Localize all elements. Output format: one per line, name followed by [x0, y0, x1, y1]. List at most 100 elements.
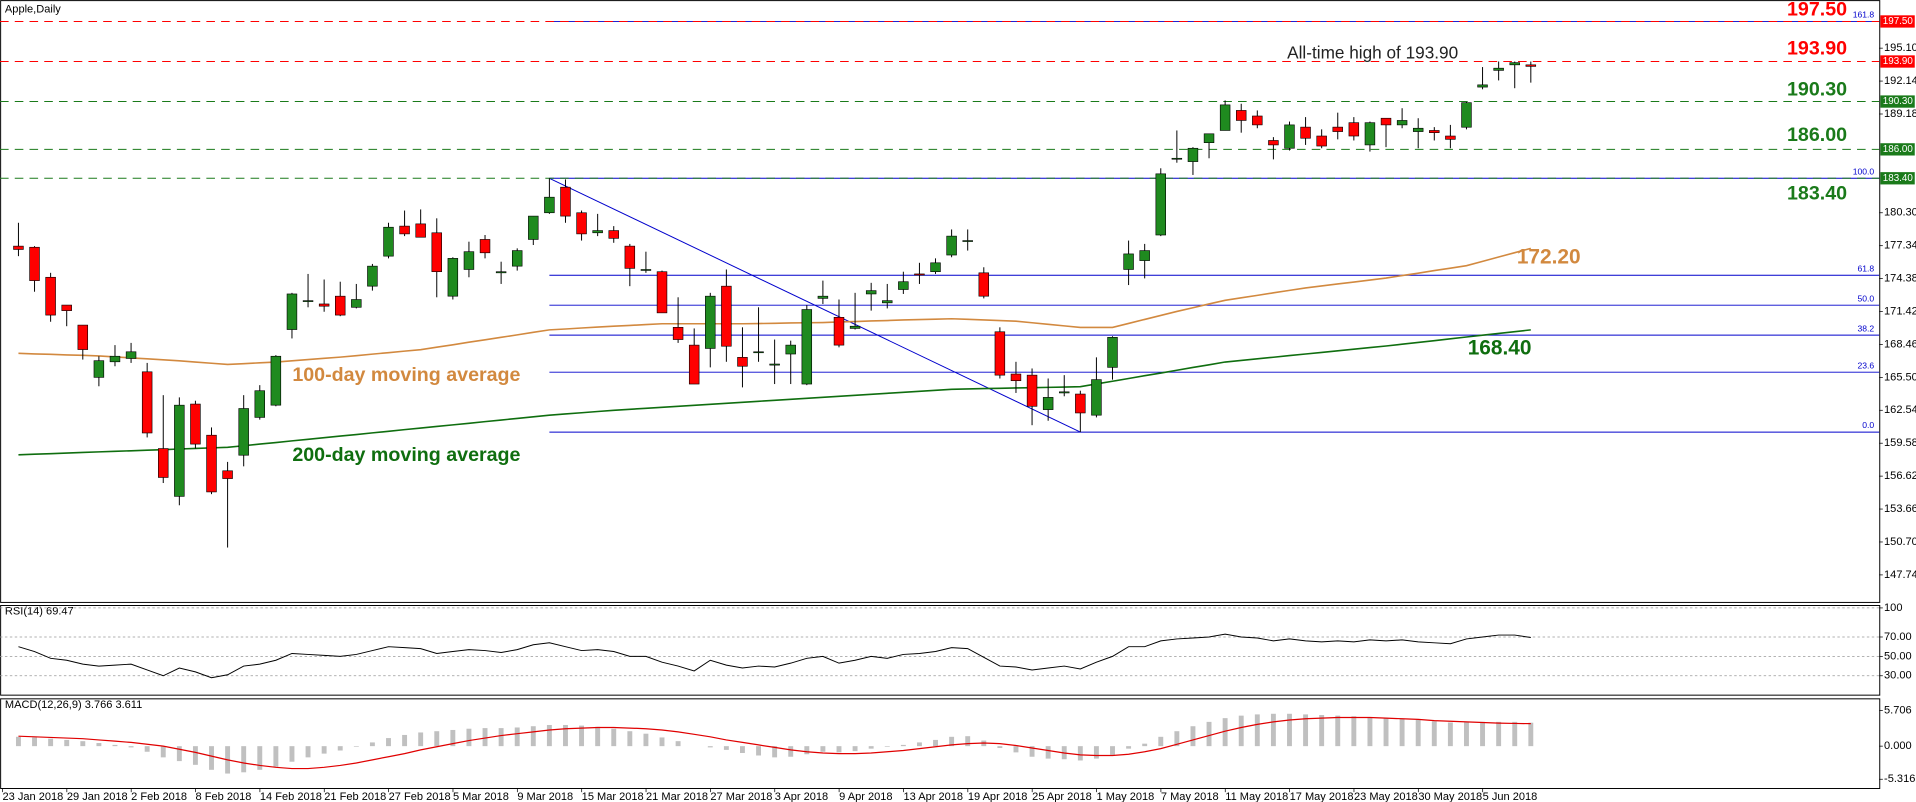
macd-bar: [241, 746, 247, 773]
candle-body: [849, 325, 861, 329]
macd-bar: [1447, 722, 1453, 747]
candle-body: [431, 232, 442, 273]
x-tick-label: 9 Mar 2018: [517, 791, 573, 802]
macd-bar: [1270, 713, 1276, 747]
x-tick-label: 30 May 2018: [1418, 791, 1482, 802]
macd-bar: [1399, 718, 1405, 747]
macd-panel: [0, 698, 1881, 789]
macd-bar: [1045, 746, 1051, 759]
candle-body: [1300, 126, 1311, 139]
x-tick-label: 2 Feb 2018: [131, 791, 187, 802]
candle-body: [1235, 110, 1247, 121]
x-tick-label: 1 May 2018: [1097, 791, 1155, 802]
candle-body: [1107, 337, 1118, 368]
macd-bar: [1206, 721, 1212, 747]
candle-body: [109, 355, 121, 363]
candle-body: [447, 258, 459, 297]
candle-body: [946, 235, 957, 256]
moving-average: [18, 247, 1532, 366]
candle-body: [656, 271, 668, 314]
level-box: [1880, 15, 1915, 28]
y-tick-label: 159.58: [1884, 437, 1916, 449]
macd-bar: [289, 746, 295, 762]
candle-body: [769, 363, 780, 366]
rsi-line: [18, 633, 1531, 679]
candle-body: [753, 351, 764, 354]
macd-bar: [1190, 726, 1196, 747]
macd-bar: [128, 746, 134, 748]
candle-body: [254, 390, 266, 418]
macd-bar: [273, 746, 279, 767]
candle-body: [1525, 64, 1537, 67]
macd-bar: [1480, 721, 1486, 747]
x-tick-label: 15 Mar 2018: [582, 791, 644, 802]
macd-bar: [48, 738, 54, 747]
candle-body: [1091, 379, 1102, 416]
candle-body: [367, 265, 378, 287]
rsi-panel: [0, 605, 1881, 696]
macd-bar: [1415, 720, 1421, 747]
macd-bar: [723, 746, 729, 750]
macd-bar: [1303, 714, 1309, 747]
candle-body: [1284, 124, 1295, 149]
y-tick-label: 174.38: [1884, 273, 1916, 285]
candle-body: [1332, 126, 1343, 132]
macd-bar: [1254, 714, 1260, 747]
x-tick-label: 29 Jan 2018: [67, 791, 128, 802]
candle-body: [1380, 117, 1392, 126]
x-tick-label: 11 May 2018: [1225, 791, 1288, 802]
candle-body: [158, 448, 169, 478]
macd-bar: [595, 726, 601, 747]
level-label: 183.40: [1787, 182, 1847, 204]
macd-bar: [739, 746, 745, 754]
candle-body: [930, 262, 941, 273]
ma-label: 200-day moving average: [292, 444, 520, 466]
macd-bar: [643, 733, 649, 747]
candle-body: [1252, 115, 1263, 126]
macd-bar: [112, 744, 118, 747]
y-tick-label: 192.14: [1884, 75, 1916, 87]
macd-bar: [611, 728, 617, 747]
candle-body: [544, 196, 555, 214]
macd-bar: [563, 724, 568, 747]
macd-bar: [209, 746, 214, 770]
candle-body: [335, 295, 346, 316]
candle-body: [1316, 135, 1327, 147]
y-tick-label: 50.00: [1884, 650, 1912, 662]
candle-body: [77, 324, 89, 350]
y-tick-label: 162.54: [1884, 404, 1916, 416]
candle-body: [1155, 173, 1166, 236]
x-tick-label: 19 Apr 2018: [968, 791, 1028, 802]
macd-bar: [96, 743, 102, 747]
candle-body: [29, 246, 40, 281]
candle-body: [914, 273, 925, 276]
candle-body: [1412, 127, 1424, 132]
macd-bar: [1029, 746, 1035, 757]
candle-body: [479, 239, 491, 254]
x-tick-label: 8 Feb 2018: [196, 791, 252, 802]
macd-bar: [15, 736, 21, 747]
level-box-label: 190.30: [1883, 96, 1914, 107]
price-panel: [0, 0, 1881, 603]
fib-label: 61.8: [1858, 263, 1875, 273]
candle-body: [190, 403, 201, 445]
macd-bar: [707, 746, 713, 748]
macd-bar: [627, 731, 633, 747]
candle-body: [978, 272, 990, 297]
macd-bar: [1464, 722, 1469, 747]
candle-body: [1171, 157, 1183, 160]
candle-body: [592, 230, 603, 234]
macd-bar: [546, 724, 552, 747]
candle-body: [898, 281, 909, 290]
macd-bar: [868, 746, 874, 749]
y-tick-label: 180.30: [1884, 207, 1916, 219]
candle-body: [865, 290, 877, 295]
macd-bar: [321, 746, 327, 754]
macd-bar: [788, 746, 794, 757]
macd-bar: [402, 734, 408, 747]
macd-bar: [1335, 715, 1341, 747]
trend-line: [549, 177, 1081, 433]
level-label: 190.30: [1787, 79, 1847, 101]
level-label: 193.90: [1787, 37, 1847, 59]
